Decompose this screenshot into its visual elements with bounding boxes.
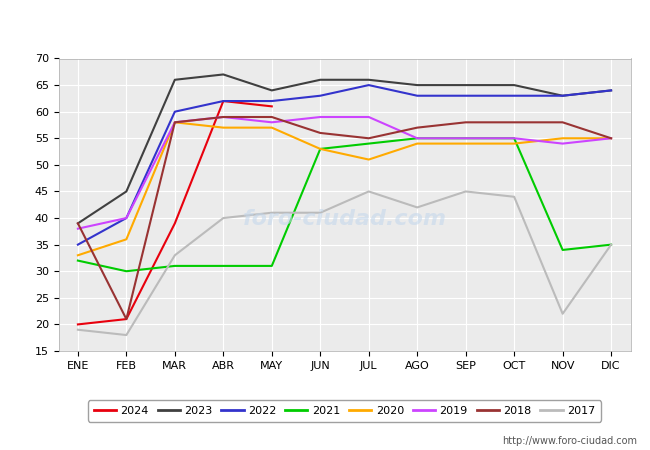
- Text: foro-ciudad.com: foro-ciudad.com: [242, 209, 447, 230]
- Text: http://www.foro-ciudad.com: http://www.foro-ciudad.com: [502, 436, 637, 446]
- Legend: 2024, 2023, 2022, 2021, 2020, 2019, 2018, 2017: 2024, 2023, 2022, 2021, 2020, 2019, 2018…: [88, 400, 601, 422]
- Text: Afiliados en Torre la Ribera a 31/5/2024: Afiliados en Torre la Ribera a 31/5/2024: [161, 16, 489, 34]
